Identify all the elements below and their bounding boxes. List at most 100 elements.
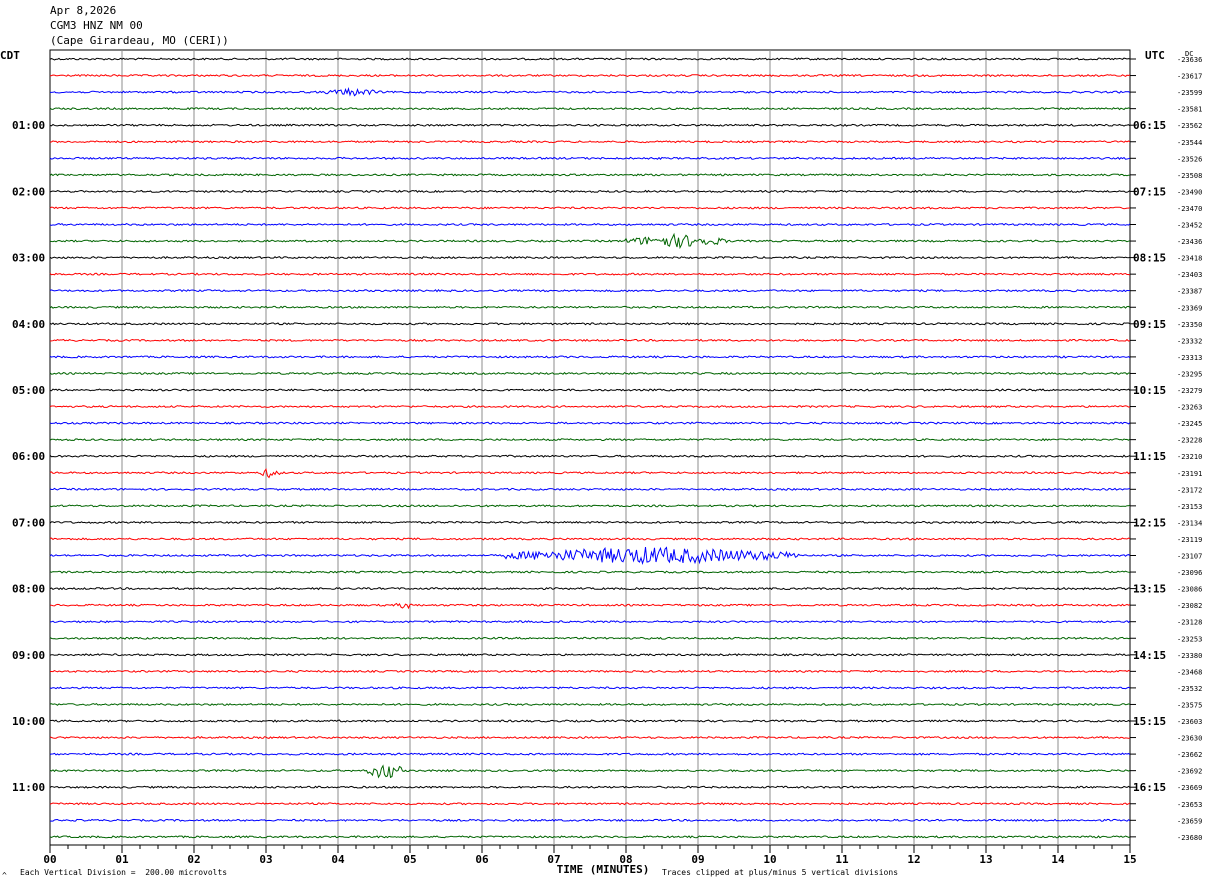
trace-row-34 [49, 620, 1131, 624]
trace-row-16 [49, 322, 1131, 326]
x-tick-label: 04 [331, 853, 345, 866]
dc-offset-40: -23603 [1177, 718, 1202, 726]
trace-row-25 [49, 468, 1131, 479]
dc-offset-1: -23617 [1177, 73, 1202, 81]
left-hour-label: 04:00 [12, 318, 45, 331]
trace-row-10 [49, 222, 1131, 227]
dc-offset-15: -23369 [1177, 304, 1202, 312]
dc-offset-5: -23544 [1177, 139, 1202, 147]
right-hour-label: 16:15 [1133, 781, 1166, 794]
trace-row-11 [49, 232, 1131, 250]
trace-row-24 [49, 454, 1131, 458]
x-tick-label: 13 [979, 853, 992, 866]
trace-row-1 [49, 73, 1131, 78]
dc-label: DC [1185, 50, 1194, 58]
trace-row-37 [50, 669, 1131, 673]
dc-offset-23: -23228 [1177, 437, 1202, 445]
trace-row-5 [49, 140, 1131, 144]
trace-row-40 [49, 719, 1131, 723]
trace-row-39 [49, 702, 1131, 707]
x-tick-label: 06 [475, 853, 489, 866]
trace-row-20 [49, 388, 1131, 392]
dc-offset-34: -23128 [1177, 619, 1202, 627]
left-hour-label: 09:00 [12, 649, 45, 662]
grid-lines [49, 49, 1131, 846]
trace-row-32 [49, 586, 1130, 591]
trace-row-42 [49, 752, 1131, 756]
trace-row-13 [49, 272, 1131, 276]
x-tick-label: 02 [187, 853, 200, 866]
time-axis: 00 01 02 03 04 05 06 07 08 09 10 11 12 13 14 15 [43, 845, 1137, 866]
x-tick-label: 03 [259, 853, 272, 866]
trace-row-44 [49, 785, 1131, 789]
trace-row-35 [49, 636, 1131, 640]
trace-row-2 [50, 87, 1131, 97]
dc-offset-30: -23107 [1177, 553, 1202, 561]
trace-row-12 [49, 255, 1131, 260]
right-hour-label: 13:15 [1133, 583, 1166, 596]
x-axis-label: TIME (MINUTES) [557, 863, 650, 876]
trace-row-4 [49, 123, 1131, 127]
trace-row-38 [49, 686, 1131, 690]
trace-row-26 [49, 487, 1131, 491]
dc-offset-13: -23403 [1177, 271, 1202, 279]
header-station: CGM3 HNZ NM 00 [50, 19, 143, 32]
right-hour-label: 15:15 [1133, 715, 1166, 728]
dc-offset-35: -23253 [1177, 635, 1202, 643]
dc-offset-3: -23581 [1177, 106, 1202, 114]
dc-offset-38: -23532 [1177, 685, 1202, 693]
clip-note: Traces clipped at plus/minus 5 vertical … [662, 868, 899, 877]
x-tick-label: 11 [835, 853, 849, 866]
trace-row-33 [50, 602, 1131, 610]
x-tick-label: 08 [619, 853, 632, 866]
left-hour-label: 03:00 [12, 252, 45, 265]
trace-row-3 [49, 107, 1131, 111]
x-tick-label: 12 [907, 853, 920, 866]
x-tick-label: 14 [1051, 853, 1065, 866]
trace-row-41 [49, 735, 1131, 740]
trace-row-7 [49, 173, 1131, 177]
trace-row-31 [49, 570, 1131, 574]
dc-offset-12: -23418 [1177, 255, 1202, 263]
left-hour-label: 02:00 [12, 185, 45, 198]
trace-row-46 [49, 818, 1131, 822]
trace-row-27 [49, 504, 1131, 508]
seismic-traces [49, 57, 1131, 839]
right-hour-label: 11:15 [1133, 450, 1166, 463]
right-hour-label: 14:15 [1133, 649, 1166, 662]
dc-offset-41: -23630 [1177, 735, 1202, 743]
dc-offset-28: -23134 [1177, 519, 1202, 527]
dc-offset-24: -23210 [1177, 453, 1202, 461]
trace-row-15 [49, 305, 1131, 309]
right-timezone-label: UTC [1145, 49, 1165, 62]
trace-row-28 [49, 520, 1131, 525]
dc-offset-45: -23653 [1177, 801, 1202, 809]
x-tick-label: 10 [763, 853, 776, 866]
dc-offset-9: -23470 [1177, 205, 1202, 213]
corner-mark: ^ [2, 871, 7, 880]
dc-offset-43: -23692 [1177, 768, 1202, 776]
dc-offset-14: -23387 [1177, 288, 1202, 296]
dc-offset-4: -23562 [1177, 122, 1202, 130]
dc-offset-36: -23380 [1177, 652, 1202, 660]
dc-offset-2: -23599 [1177, 89, 1202, 97]
trace-row-22 [49, 421, 1131, 425]
trace-row-8 [49, 189, 1131, 193]
dc-offset-17: -23332 [1177, 337, 1202, 345]
trace-row-19 [49, 371, 1131, 376]
dc-offset-21: -23263 [1177, 404, 1202, 412]
dc-offset-44: -23669 [1177, 784, 1202, 792]
trace-row-45 [49, 802, 1131, 806]
dc-offset-11: -23436 [1177, 238, 1202, 246]
dc-offset-8: -23490 [1177, 188, 1202, 196]
trace-row-30 [49, 546, 1131, 565]
trace-row-21 [49, 404, 1131, 409]
trace-row-47 [49, 835, 1131, 839]
x-tick-label: 09 [691, 853, 704, 866]
dc-offset-10: -23452 [1177, 222, 1202, 230]
dc-offset-7: -23508 [1177, 172, 1202, 180]
x-tick-label: 15 [1123, 853, 1136, 866]
dc-offset-27: -23153 [1177, 503, 1202, 511]
left-hour-label: 10:00 [12, 715, 45, 728]
left-hour-label: 08:00 [12, 583, 45, 596]
